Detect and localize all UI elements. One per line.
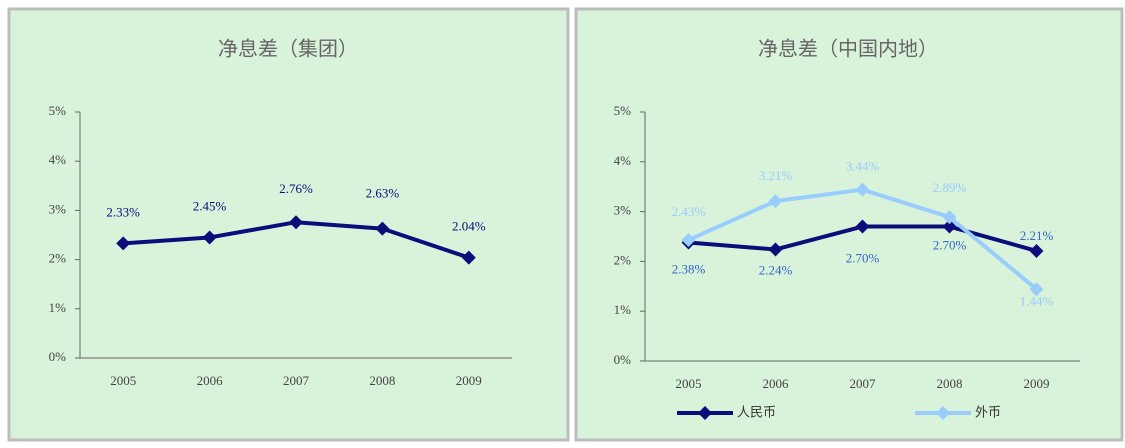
panel [574, 7, 1124, 442]
marker [461, 250, 476, 265]
data-label: 1.44% [1020, 293, 1054, 308]
x-tick-label: 2006 [197, 373, 224, 388]
marker [375, 221, 390, 236]
x-tick-label: 2007 [283, 373, 310, 388]
x-tick-label: 2008 [369, 373, 395, 388]
data-label: 2.45% [193, 198, 227, 213]
y-tick-label: 3% [614, 203, 632, 218]
y-tick-label: 0% [614, 352, 632, 367]
marker [768, 242, 783, 257]
y-tick-label: 2% [614, 252, 632, 267]
legend-text: 人民币 [737, 406, 776, 421]
marker [1029, 282, 1044, 297]
data-label: 2.21% [1020, 228, 1054, 243]
y-tick-label: 4% [614, 153, 632, 168]
data-label: 2.04% [452, 219, 486, 234]
data-label: 3.44% [846, 159, 880, 174]
data-label: 2.89% [933, 180, 967, 195]
legend-marker [936, 406, 950, 420]
marker [855, 219, 870, 234]
data-label: 2.38% [672, 261, 706, 276]
data-label: 2.70% [933, 238, 967, 253]
marker [681, 232, 696, 247]
x-tick-label: 2005 [676, 376, 702, 391]
y-tick-label: 1% [49, 300, 67, 315]
marker [116, 236, 131, 251]
chart-title: 净息差（集团） [218, 37, 358, 61]
marker [942, 210, 957, 225]
x-tick-label: 2007 [850, 376, 877, 391]
y-tick-label: 5% [49, 103, 67, 118]
y-tick-label: 5% [614, 103, 632, 118]
y-tick-label: 3% [49, 201, 67, 216]
data-label: 2.63% [366, 186, 400, 201]
x-tick-label: 2008 [937, 376, 963, 391]
marker [1029, 243, 1044, 258]
y-tick-label: 4% [49, 152, 67, 167]
x-tick-label: 2009 [1024, 376, 1050, 391]
legend-marker [698, 406, 712, 420]
x-tick-label: 2005 [110, 373, 136, 388]
data-label: 2.43% [672, 204, 706, 219]
data-label: 2.70% [846, 251, 880, 266]
marker [855, 182, 870, 197]
data-label: 3.21% [759, 168, 793, 183]
marker [289, 215, 303, 230]
legend-text: 外币 [975, 406, 1001, 421]
x-tick-label: 2009 [456, 373, 482, 388]
marker [202, 230, 217, 245]
marker [942, 219, 957, 234]
y-tick-label: 1% [614, 302, 632, 317]
data-label: 2.76% [279, 181, 313, 196]
y-tick-label: 0% [49, 349, 67, 364]
x-tick-label: 2006 [763, 376, 790, 391]
data-label: 2.33% [106, 204, 140, 219]
y-tick-label: 2% [49, 251, 67, 266]
marker [768, 194, 783, 209]
chart-title: 净息差（中国内地） [758, 37, 938, 61]
data-label: 2.24% [759, 262, 793, 277]
